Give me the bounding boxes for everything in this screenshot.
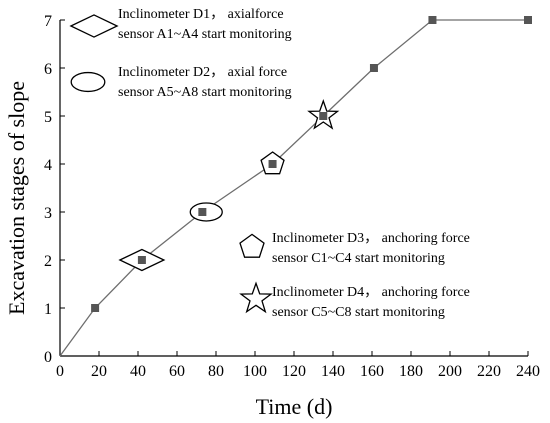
axes: 0 20 40 60 80 100 120 140 160 180 200 220 240 0 1 2 3 4 5 6…: [44, 13, 540, 380]
data-point: [319, 112, 328, 120]
y-tick-label: 4: [44, 157, 52, 174]
x-tick-label: 180: [399, 363, 423, 380]
y-tick-label: 6: [44, 61, 52, 78]
annotation-text: Inclinometer D1， axialforce: [118, 7, 284, 22]
data-point: [268, 160, 277, 168]
y-tick-label: 7: [44, 13, 52, 30]
annotation-text: Inclinometer D2， axial force: [118, 65, 287, 80]
ellipse-legend-icon: [70, 71, 106, 93]
x-tick-label: 80: [208, 363, 224, 380]
annotation-text: sensor A1~A4 start monitoring: [118, 27, 292, 42]
y-tick-label: 0: [44, 349, 52, 366]
data-point: [428, 16, 437, 24]
x-tick-label: 100: [243, 363, 267, 380]
x-tick-label: 140: [321, 363, 345, 380]
data-point: [91, 304, 100, 312]
x-tick-label: 60: [169, 363, 185, 380]
x-tick-label: 20: [91, 363, 107, 380]
x-axis-title: Time (d): [256, 394, 333, 419]
annotation-text: sensor A5~A8 start monitoring: [118, 85, 292, 100]
plot-marks: [59, 16, 532, 357]
pentagon-legend-icon: [239, 233, 265, 258]
diamond-legend-icon: [69, 14, 119, 38]
x-tick-label: 240: [516, 363, 540, 380]
annotation-text: sensor C5~C8 start monitoring: [272, 305, 445, 320]
y-tick-label: 5: [44, 109, 52, 126]
data-point: [137, 256, 146, 264]
star-legend-icon: [239, 281, 273, 314]
y-tick-label: 3: [44, 205, 52, 222]
x-tick-label: 0: [56, 363, 64, 380]
data-point: [198, 208, 207, 216]
x-tick-label: 200: [438, 363, 462, 380]
annotation-text: Inclinometer D3， anchoring force: [272, 231, 470, 246]
data-point: [369, 64, 378, 72]
y-axis-title: Excavation stages of slope: [4, 81, 29, 315]
annotation-legend: Inclinometer D1， axialforce sensor A1~A4 …: [69, 7, 470, 320]
annotation-text: sensor C1~C4 start monitoring: [272, 251, 445, 266]
x-tick-label: 220: [477, 363, 501, 380]
x-tick-label: 160: [360, 363, 384, 380]
annotation-text: Inclinometer D4， anchoring force: [272, 285, 470, 300]
y-tick-label: 1: [44, 301, 52, 318]
y-tick-label: 2: [44, 253, 52, 270]
x-tick-label: 40: [130, 363, 146, 380]
x-tick-label: 120: [282, 363, 306, 380]
data-point: [524, 16, 532, 24]
